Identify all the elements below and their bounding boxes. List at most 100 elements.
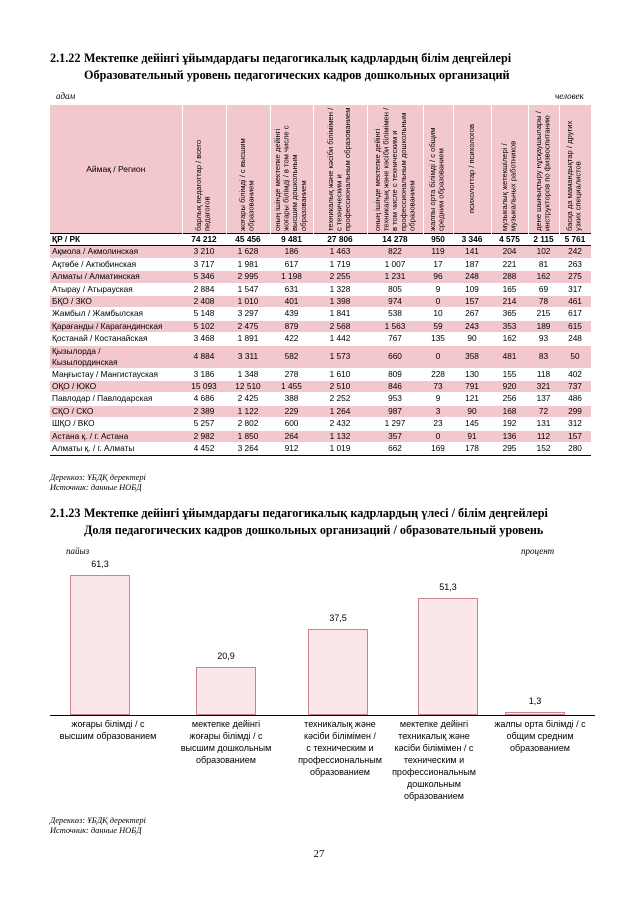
region-cell: Жамбыл / Жамбылская: [50, 307, 182, 321]
table-body: ҚР / РК 74 212 45 456 9 481 27 806 14 278 950 3…: [50, 232, 591, 456]
chart-category-line: жоғары білімді / с: [189, 731, 263, 741]
column-header: оның ішінде мектепке дейінгі техникалық …: [367, 105, 424, 234]
value-cell: 10: [423, 307, 453, 321]
value-cell: 1 122: [226, 405, 270, 419]
chart-category-line: мектепке дейінгі: [399, 719, 469, 729]
column-header-label: музыкалық жетекшілері / музыкальных рабо…: [499, 140, 518, 231]
value-cell: 267: [453, 307, 491, 321]
value-cell: 617: [559, 307, 591, 321]
value-cell: 987: [367, 405, 423, 419]
value-cell: 3 717: [182, 258, 226, 272]
region-cell: Қостанай / Костанайская: [50, 332, 182, 346]
value-cell: 791: [453, 380, 491, 394]
region-cell: Маңғыстау / Мангистауская: [50, 368, 182, 382]
value-cell: 615: [559, 320, 591, 334]
value-cell: 1 007: [367, 258, 423, 272]
value-cell: 248: [453, 270, 491, 284]
value-cell: 162: [491, 332, 528, 346]
value-cell: 3 186: [182, 368, 226, 382]
section2-title: 2.1.23 Мектепке дейінгі ұйымдардағы педаг…: [50, 505, 548, 539]
value-cell: 0: [423, 345, 453, 369]
value-cell: 805: [367, 283, 423, 297]
table-row: Маңғыстау / Мангистауская 3 186 1 348 278 1 …: [50, 368, 591, 382]
value-cell: 186: [270, 245, 313, 259]
value-cell: 912: [270, 442, 313, 456]
chart-category-line: образованием: [310, 767, 370, 777]
section2-number: 2.1.23: [50, 506, 81, 520]
chart-category-line: образованием: [404, 791, 464, 801]
value-cell: 135: [423, 332, 453, 346]
value-cell: 72: [528, 405, 559, 419]
value-cell: 9: [423, 392, 453, 406]
value-cell: 1 398: [313, 295, 367, 309]
column-header-label: барлық педагогтар / всего педагогов: [194, 139, 212, 231]
value-cell: 4 884: [182, 345, 226, 369]
value-cell: 2 432: [313, 417, 367, 431]
value-cell: 118: [528, 368, 559, 382]
value-cell: 280: [559, 442, 591, 456]
value-cell: 83: [528, 345, 559, 369]
value-cell: 1 019: [313, 442, 367, 456]
column-header: барлық педагогтар / всего педагогов: [182, 105, 227, 234]
value-cell: 275: [559, 270, 591, 284]
chart-category-line: жоғары білімді / с: [71, 719, 145, 729]
value-cell: 165: [491, 283, 528, 297]
table-row: Қарағанды / Карагандинская 5 102 2 475 879 2…: [50, 320, 591, 334]
value-cell: 278: [270, 368, 313, 382]
value-cell: 767: [367, 332, 423, 346]
region-cell: ШҚО / ВКО: [50, 417, 182, 431]
table-row: Алматы / Алматинская 5 346 2 995 1 198 2 255…: [50, 270, 591, 284]
region-cell: Алматы қ. / г. Алматы: [50, 442, 182, 456]
value-cell: 137: [528, 392, 559, 406]
value-cell: 90: [453, 332, 491, 346]
region-cell: Ақтөбе / Актюбинская: [50, 258, 182, 272]
value-cell: 2 408: [182, 295, 226, 309]
value-cell: 50: [559, 345, 591, 369]
region-cell: Павлодар / Павлодарская: [50, 392, 182, 406]
value-cell: 461: [559, 295, 591, 309]
table-row: Қостанай / Костанайская 3 468 1 891 422 1 44…: [50, 332, 591, 346]
chart-unit-kz: пайыз: [66, 546, 90, 556]
value-cell: 73: [423, 380, 453, 394]
value-cell: 3: [423, 405, 453, 419]
value-cell: 358: [453, 345, 491, 369]
value-cell: 1 231: [367, 270, 423, 284]
column-header-label: жалпы орта білімді / с общим средним обр…: [428, 127, 446, 231]
source2-ru: Источник: данные НОБД: [50, 826, 142, 835]
value-cell: 264: [270, 430, 313, 444]
chart-bar: [196, 667, 256, 715]
chart-category-line: техническим и: [403, 755, 465, 765]
chart-category-line: образованием: [196, 755, 256, 765]
table-row: ҚР / РК 74 212 45 456 9 481 27 806 14 278 950 3…: [50, 232, 591, 247]
value-cell: 0: [423, 430, 453, 444]
value-cell: 486: [559, 392, 591, 406]
value-cell: 91: [453, 430, 491, 444]
value-cell: 312: [559, 417, 591, 431]
value-cell: 69: [528, 283, 559, 297]
value-cell: 15 093: [182, 380, 226, 394]
chart-value-label: 51,3: [439, 581, 457, 592]
chart-bar: [308, 629, 368, 715]
value-cell: 12 510: [226, 380, 270, 394]
value-cell: 1 297: [367, 417, 423, 431]
chart-category-label: жалпы орта білімді / с общим средним образ…: [486, 718, 594, 754]
value-cell: 263: [559, 258, 591, 272]
value-cell: 5 102: [182, 320, 226, 334]
value-cell: 0: [423, 295, 453, 309]
value-cell: 9: [423, 283, 453, 297]
chart-x-axis: [50, 715, 595, 716]
value-cell: 2 884: [182, 283, 226, 297]
region-cell: Алматы / Алматинская: [50, 270, 182, 284]
value-cell: 96: [423, 270, 453, 284]
value-cell: 214: [491, 295, 528, 309]
value-cell: 2 389: [182, 405, 226, 419]
value-cell: 248: [559, 332, 591, 346]
chart-category-label: жоғары білімді / с высшим образованием: [54, 718, 162, 742]
source1-kz: Дереккөз: ҰБДҚ деректері: [50, 473, 146, 482]
value-cell: 1 264: [313, 405, 367, 419]
value-cell: 17: [423, 258, 453, 272]
value-cell: 299: [559, 405, 591, 419]
chart-unit-ru: процент: [521, 546, 555, 556]
value-cell: 1 010: [226, 295, 270, 309]
value-cell: 1 719: [313, 258, 367, 272]
